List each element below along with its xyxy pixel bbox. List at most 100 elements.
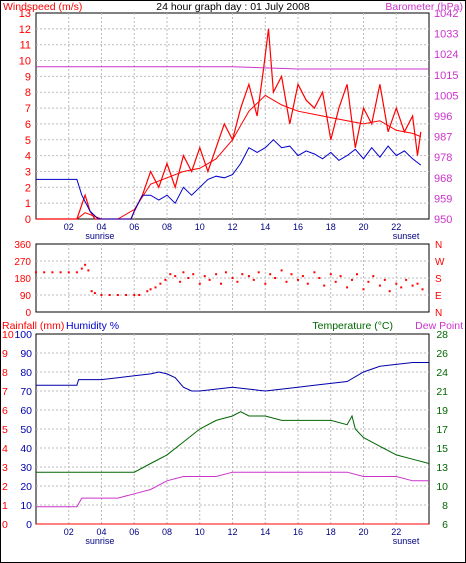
barometer-tick-label: 978 xyxy=(434,152,452,164)
average-series-line xyxy=(36,139,422,220)
rain-tick-label: 7 xyxy=(2,386,8,398)
x-tick-label: 14 xyxy=(260,527,270,537)
direction-point xyxy=(93,292,96,295)
barometer-tick-label: 968 xyxy=(434,173,452,185)
windspeed-axis-label: Windspeed (m/s) xyxy=(3,1,82,13)
direction-point xyxy=(421,288,424,291)
compass-tick-label: S xyxy=(435,274,442,285)
direction-point xyxy=(405,278,408,281)
x-tick-label: 10 xyxy=(195,222,205,232)
direction-point xyxy=(164,278,167,281)
direction-point xyxy=(372,275,375,278)
windspeed-tick-label: 6 xyxy=(25,119,31,131)
dewpoint_C-series-line xyxy=(36,471,429,508)
windspeed-tick-label: 12 xyxy=(19,24,31,36)
humidity-axis-label: Humidity % xyxy=(66,320,119,332)
compass-tick-label: W xyxy=(435,257,445,268)
rain-tick-label: 1 xyxy=(2,500,8,512)
direction-point xyxy=(318,277,321,279)
temperature-tick-label: 19 xyxy=(436,405,448,417)
direction-point xyxy=(51,271,54,274)
rain-tick-label: 6 xyxy=(2,405,8,417)
direction-point xyxy=(306,282,309,285)
direction-point xyxy=(182,271,185,274)
compass-tick-label: N xyxy=(435,240,442,251)
direction-point xyxy=(154,286,157,289)
x-tick-label: 18 xyxy=(326,222,336,232)
barometer_hPa-series-line xyxy=(36,66,429,70)
dewpoint-axis-label: Dew Point xyxy=(415,320,463,332)
rain-tick-label: 3 xyxy=(2,462,8,474)
direction-point xyxy=(356,273,358,276)
direction-point xyxy=(416,282,419,285)
plot-frame xyxy=(35,12,430,220)
windspeed-tick-label: 3 xyxy=(25,166,31,178)
temperature-tick-label: 26 xyxy=(436,348,448,360)
windspeed-tick-label: 11 xyxy=(20,40,31,52)
barometer-tick-label: 1042 xyxy=(434,8,458,20)
direction-point xyxy=(301,275,304,278)
rain-tick-label: 10 xyxy=(2,329,14,341)
temperature-tick-label: 17 xyxy=(436,424,448,436)
barometer-tick-label: 1005 xyxy=(434,90,458,102)
direction-point xyxy=(264,282,267,285)
rain-tick-label: 5 xyxy=(2,424,8,436)
compass-tick-label: E xyxy=(435,291,442,302)
x-tick-label: 08 xyxy=(162,527,172,537)
temperature-tick-label: 24 xyxy=(436,367,448,379)
direction-point xyxy=(285,280,288,283)
direction-point xyxy=(247,275,250,278)
direction-point xyxy=(179,280,182,283)
temperature-tick-label: 15 xyxy=(436,443,448,455)
humidity-tick-label: 10 xyxy=(20,500,32,512)
direction-point xyxy=(231,277,234,279)
rain-tick-label: 0 xyxy=(2,519,8,531)
direction-point xyxy=(362,288,365,291)
windspeed-tick-label: 2 xyxy=(25,182,31,194)
direction-point xyxy=(146,290,149,293)
chart-title: 24 hour graph day : 01 July 2008 xyxy=(156,1,310,13)
direction-point xyxy=(149,288,152,291)
windspeed-tick-label: 8 xyxy=(25,87,31,99)
windspeed-tick-label: 13 xyxy=(19,8,31,20)
direction-point xyxy=(383,278,386,281)
windspeed-tick-label: 7 xyxy=(25,103,31,115)
barometer-tick-label: 996 xyxy=(434,111,452,123)
direction-point xyxy=(334,280,337,283)
direction-point xyxy=(80,267,83,270)
humidity-tick-label: 30 xyxy=(20,462,32,474)
direction-point xyxy=(75,271,78,274)
direction-point xyxy=(313,271,316,274)
temperature-tick-label: 8 xyxy=(442,500,448,512)
x-tick-label: 04 xyxy=(96,222,106,232)
humidity-tick-label: 40 xyxy=(20,443,32,455)
humidity-tick-label: 100 xyxy=(14,329,32,341)
direction-point xyxy=(395,282,398,285)
x-tick-label: 10 xyxy=(195,527,205,537)
barometer-tick-label: 959 xyxy=(434,193,452,205)
x-tick-label: 16 xyxy=(293,222,303,232)
direction-point xyxy=(236,280,239,283)
temperature-tick-label: 6 xyxy=(442,519,448,531)
direction-point xyxy=(187,277,190,279)
direction-point xyxy=(367,280,370,283)
direction-point xyxy=(100,294,103,296)
x-tick-label: 06 xyxy=(129,222,139,232)
sunset-label: sunset xyxy=(393,231,420,241)
rain-tick-label: 2 xyxy=(2,481,8,493)
direction-point xyxy=(323,284,326,287)
humidity-tick-label: 90 xyxy=(20,348,32,360)
direction-point xyxy=(35,271,37,274)
direction-point xyxy=(59,271,62,274)
x-tick-label: 18 xyxy=(326,527,336,537)
direction-point xyxy=(125,294,128,296)
x-tick-label: 16 xyxy=(293,527,303,537)
humidity-tick-label: 50 xyxy=(20,424,32,436)
windspeed-tick-label: 0 xyxy=(25,214,31,226)
temperature-tick-label: 13 xyxy=(436,462,448,474)
temperature-tick-label: 28 xyxy=(436,329,448,341)
rainfall-axis-label: Rainfall (mm) xyxy=(2,320,64,332)
